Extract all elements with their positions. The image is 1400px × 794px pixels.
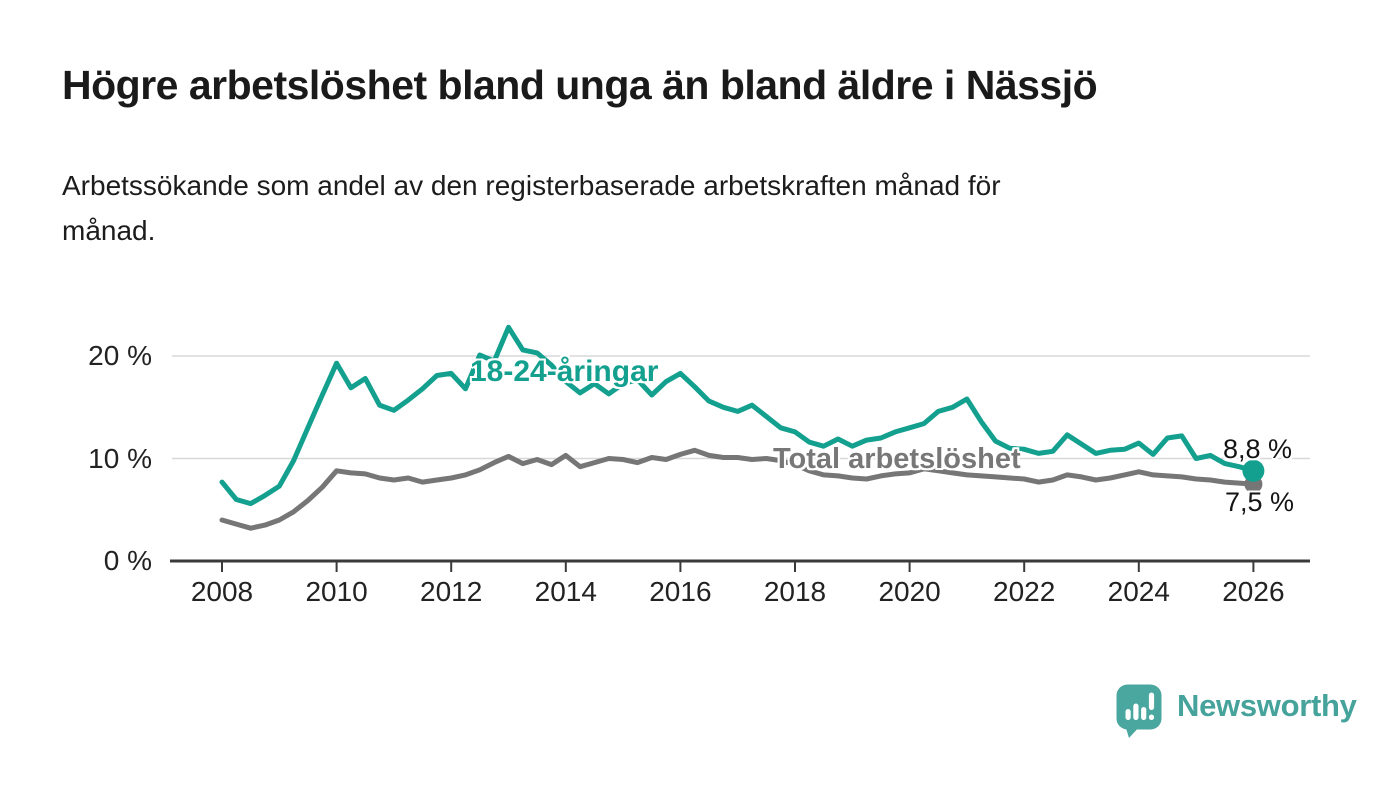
series-end-dot	[1242, 459, 1265, 482]
x-axis-tick-label: 2022	[993, 576, 1056, 607]
newsworthy-logo-icon	[1116, 684, 1162, 738]
y-axis-tick-label: 10 %	[88, 442, 152, 474]
y-axis-tick-label: 20 %	[88, 340, 152, 371]
end-value-label-total: 7,5 %	[1225, 487, 1295, 517]
series-line	[219, 324, 1256, 507]
series-label-youth: 18-24-åringar	[470, 355, 659, 388]
x-axis-tick-label: 2018	[763, 576, 827, 607]
end-value-label-youth: 8,8 %	[1223, 434, 1293, 464]
x-axis-tick-label: 2008	[190, 576, 254, 607]
x-axis-tick-label: 2010	[305, 576, 368, 607]
x-axis-tick-label: 2014	[534, 576, 597, 607]
series-label-total: Total arbetslöshet	[773, 443, 1021, 475]
newsworthy-logo: Newsworthy	[1115, 683, 1357, 739]
x-axis-tick-label: 2024	[1107, 576, 1170, 607]
y-axis-tick-label: 0 %	[103, 545, 152, 576]
page-subtitle: Arbetssökande som andel av den registerb…	[62, 170, 1001, 246]
x-axis-tick-label: 2016	[649, 576, 712, 607]
newsworthy-wordmark: Newsworthy	[1177, 688, 1357, 723]
x-axis-tick-label: 2012	[420, 576, 483, 607]
series-line	[219, 447, 1256, 531]
x-axis-tick-label: 2020	[878, 576, 941, 607]
page-title: Högre arbetslöshet bland unga än bland ä…	[62, 62, 1098, 108]
x-axis-tick-label: 2026	[1222, 576, 1285, 607]
